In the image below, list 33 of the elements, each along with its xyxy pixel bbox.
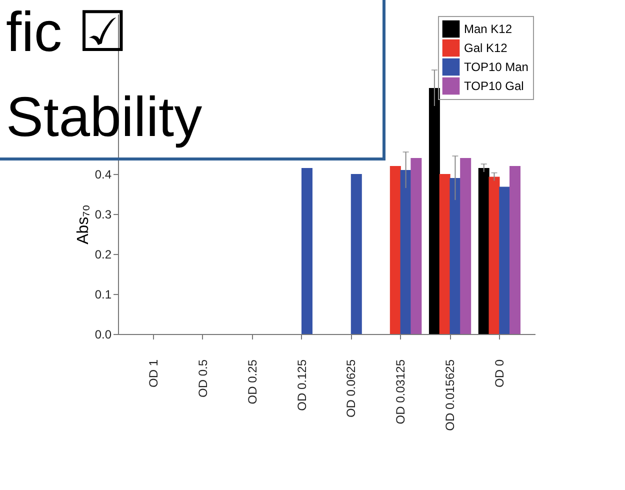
y-tick-label: 0.4 — [94, 168, 112, 182]
annotation: Stability — [6, 85, 202, 148]
legend-label: TOP10 Man — [464, 60, 528, 74]
x-tick-label: OD 1 — [146, 359, 161, 388]
x-tick-label: OD 0.015625 — [443, 359, 458, 431]
bar — [400, 170, 412, 334]
annotation: fic ☑ — [6, 0, 128, 63]
bar — [450, 178, 461, 334]
x-tick-label: OD 0.125 — [294, 359, 309, 411]
y-tick-label: 0.1 — [94, 288, 112, 302]
x-tick-label: OD 0.25 — [245, 359, 260, 404]
bar — [509, 166, 520, 334]
x-tick-label: OD 0 — [492, 359, 506, 388]
legend-label: Gal K12 — [464, 41, 508, 55]
bar — [428, 88, 440, 334]
y-tick-label: 0.3 — [94, 208, 112, 222]
bar — [478, 168, 490, 334]
x-tick-label: OD 0.5 — [196, 359, 210, 398]
bar — [499, 186, 510, 334]
bar — [488, 176, 500, 334]
bar — [350, 174, 362, 334]
legend-label: TOP10 Gal — [464, 79, 524, 93]
bar — [390, 166, 401, 334]
y-tick-label: 0.0 — [94, 328, 112, 342]
bar — [410, 158, 422, 334]
y-axis-title: Abs₇₀ — [74, 204, 92, 244]
x-tick-label: OD 0.0625 — [344, 359, 358, 418]
x-tick-label: OD 0.03125 — [394, 359, 408, 424]
bar — [301, 168, 312, 334]
bar — [439, 174, 450, 334]
bar — [460, 158, 472, 334]
legend-label: Man K12 — [464, 22, 512, 36]
y-tick-label: 0.2 — [94, 248, 112, 262]
